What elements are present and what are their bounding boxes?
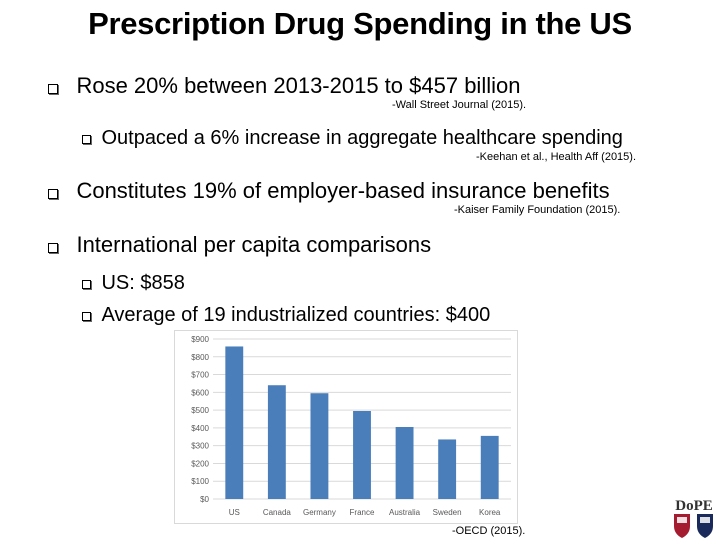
bar-canada — [267, 385, 286, 499]
bullet-us: US: $858 — [82, 272, 185, 295]
bullet-rose-20: Rose 20% between 2013-2015 to $457 billi… — [48, 73, 520, 99]
bullet-text: International per capita comparisons — [76, 232, 432, 257]
square-bullet-icon — [82, 280, 91, 290]
bullet-average: Average of 19 industrialized countries: … — [82, 304, 490, 327]
y-tick-label: $0 — [200, 495, 209, 504]
bullet-constitutes: Constitutes 19% of employer-based insura… — [48, 178, 610, 204]
square-bullet-icon — [48, 83, 58, 94]
bullet-international: International per capita comparisons — [48, 232, 431, 258]
y-tick-label: $900 — [191, 335, 209, 344]
bullet-text: Outpaced a 6% increase in aggregate heal… — [101, 127, 623, 149]
square-bullet-icon — [48, 242, 58, 253]
x-tick-label: Australia — [389, 508, 421, 517]
x-tick-label: Canada — [263, 508, 292, 517]
citation-wsj: -Wall Street Journal (2015). — [392, 99, 527, 111]
citation-keehan: -Keehan et al., Health Aff (2015). — [476, 151, 637, 163]
x-tick-label: US — [229, 508, 240, 517]
bullet-text: Rose 20% between 2013-2015 to $457 billi… — [76, 73, 521, 98]
x-tick-label: Germany — [303, 508, 336, 517]
y-tick-label: $400 — [191, 424, 209, 433]
citation-oecd: -OECD (2015). — [452, 525, 526, 537]
bullet-outpaced: Outpaced a 6% increase in aggregate heal… — [82, 127, 623, 150]
slide-title: Prescription Drug Spending in the US — [88, 6, 632, 41]
bar-germany — [310, 393, 329, 499]
bullet-text: Constitutes 19% of employer-based insura… — [76, 178, 610, 203]
square-bullet-icon — [82, 312, 91, 322]
y-tick-label: $100 — [191, 477, 209, 486]
citation-kaiser: -Kaiser Family Foundation (2015). — [454, 204, 621, 216]
x-tick-label: Korea — [479, 508, 501, 517]
y-tick-label: $200 — [191, 459, 209, 468]
square-bullet-icon — [82, 135, 91, 145]
bullet-text: US: $858 — [101, 272, 185, 294]
y-tick-label: $700 — [191, 371, 209, 380]
square-bullet-icon — [48, 188, 58, 199]
chart-svg: $0 $100 $200 $300 $400 $500 $600 $700 $800 $900 US… — [191, 335, 511, 517]
y-tick-label: $800 — [191, 353, 209, 362]
bar-korea — [480, 435, 499, 499]
bar-france — [353, 411, 371, 499]
bullet-text: Average of 19 industrialized countries: … — [101, 304, 491, 326]
y-tick-label: $500 — [191, 406, 209, 415]
bar-sweden — [438, 439, 457, 499]
bar-australia — [395, 427, 414, 499]
x-tick-label: France — [350, 508, 375, 517]
x-tick-label: Sweden — [433, 508, 462, 517]
y-tick-label: $600 — [191, 388, 209, 397]
dope-logo: DoPE — [674, 498, 713, 538]
bar-us — [225, 346, 244, 499]
y-tick-label: $300 — [191, 442, 209, 451]
logo-text: DoPE — [675, 498, 713, 514]
spending-bar-chart: $0 $100 $200 $300 $400 $500 $600 $700 $800 $900 US… — [174, 330, 518, 524]
